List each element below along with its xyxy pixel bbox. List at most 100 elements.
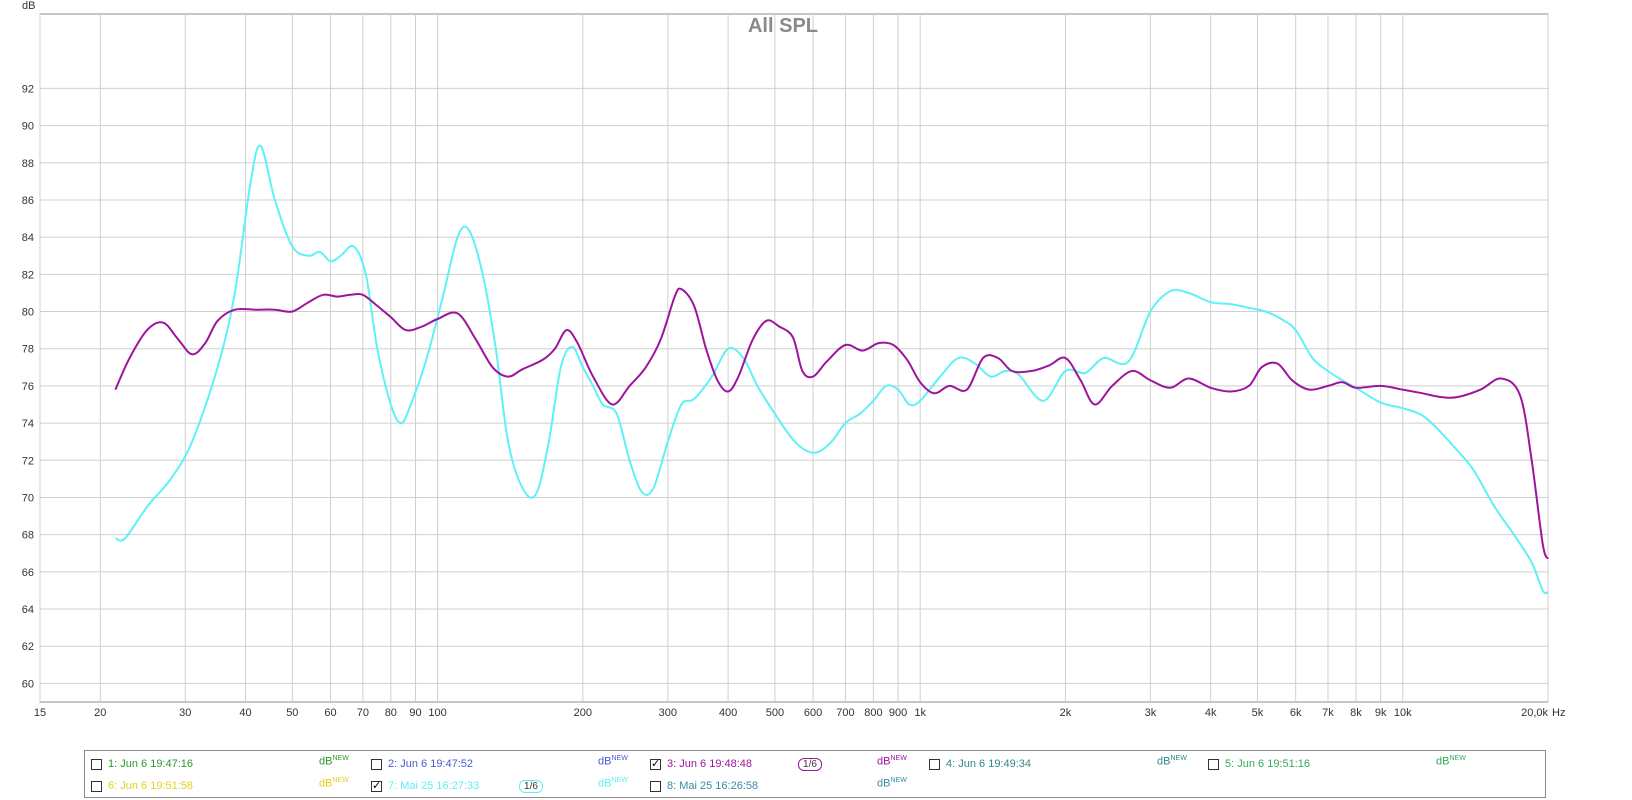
x-tick-label: 1k [914,707,926,719]
legend-checkbox[interactable] [650,780,661,792]
x-tick-label: 20 [94,707,106,719]
series-line [115,144,1549,595]
x-tick-label: 15 [34,707,46,719]
legend-label: 8: Mai 25 16:26:58 [667,780,759,792]
legend-unit-label[interactable]: dBNEW [1157,755,1187,768]
x-tick-label: 90 [409,707,421,719]
legend-unit-label[interactable]: dBNEW [877,777,907,790]
legend-checkbox[interactable] [929,758,940,770]
legend-checkbox[interactable] [371,758,382,770]
y-tick-label: 82 [22,269,34,281]
legend-smoothing-control[interactable]: 1/6 [514,779,548,793]
x-tick-label: 100 [428,707,446,719]
y-tick-label: 84 [22,232,34,244]
legend-smoothing-control[interactable]: 1/6 [793,757,827,771]
legend-unit-super: NEW [611,777,628,784]
y-tick-label: 92 [22,83,34,95]
legend-checkbox[interactable] [650,757,661,770]
legend-item[interactable]: 5: Jun 6 19:51:16 [1208,756,1310,772]
y-axis: 60 62 64 66 68 70 72 74 76 78 80 82 84 86 88 90 92 [22,83,34,690]
x-tick-label: 600 [804,707,822,719]
x-tick-label: 800 [864,707,882,719]
y-tick-label: 86 [22,195,34,207]
legend-unit-label[interactable]: dBNEW [598,777,628,790]
y-tick-label: 72 [22,455,34,467]
y-tick-label: 68 [22,530,34,542]
legend-item[interactable]: 3: Jun 6 19:48:48 [650,756,752,772]
y-tick-label: 70 [22,492,34,504]
legend-item[interactable]: 2: Jun 6 19:47:52 [371,756,473,772]
x-tick-label: 200 [574,707,592,719]
legend-item[interactable]: 6: Jun 6 19:51:58 [91,778,193,794]
legend-checkbox[interactable] [371,779,382,792]
x-tick-label: 4k [1205,707,1217,719]
x-tick-label: 10k [1394,707,1412,719]
legend-label: 1: Jun 6 19:47:16 [108,758,194,770]
x-tick-label: 20,0k [1521,707,1548,719]
legend-label: 7: Mai 25 16:27:33 [388,780,480,792]
y-tick-label: 80 [22,307,34,319]
x-tick-label: 40 [239,707,251,719]
y-tick-label: 64 [22,604,34,616]
legend-unit-super: NEW [890,755,907,762]
y-tick-label: 74 [22,418,34,430]
series-group [114,144,1549,595]
x-tick-label: 400 [719,707,737,719]
x-tick-label: 7k [1322,707,1334,719]
legend-label: 2: Jun 6 19:47:52 [388,758,474,770]
x-axis: 15 20 30 40 50 60 70 80 90 100 200 300 400 500 600 700 8… [34,707,1549,719]
y-tick-label: 60 [22,678,34,690]
x-tick-label: 3k [1145,707,1157,719]
x-tick-label: 9k [1375,707,1387,719]
legend-unit-super: NEW [1170,755,1187,762]
legend-unit-super: NEW [332,777,349,784]
plot-area [39,13,1549,703]
x-tick-label: 30 [179,707,191,719]
legend-unit-label[interactable]: dBNEW [877,755,907,768]
x-tick-label: 70 [357,707,369,719]
x-tick-label: 80 [385,707,397,719]
legend-checkbox[interactable] [91,758,102,770]
spl-chart: 60 62 64 66 68 70 72 74 76 78 80 82 84 86 88 90 92 15 20 3… [22,0,1566,719]
x-axis-unit: Hz [1552,707,1565,719]
x-tick-label: 700 [836,707,854,719]
x-tick-label: 6k [1290,707,1302,719]
legend-smoothing-label: 1/6 [798,757,822,771]
x-tick-label: 60 [324,707,336,719]
x-tick-label: 5k [1252,707,1264,719]
legend-label: 3: Jun 6 19:48:48 [667,758,753,770]
legend: 1: Jun 6 19:47:16 dBNEW 2: Jun 6 19:47:52 d… [84,750,1546,798]
legend-smoothing-label: 1/6 [519,779,543,793]
y-tick-label: 66 [22,567,34,579]
legend-unit-label[interactable]: dBNEW [319,777,349,790]
y-tick-label: 90 [22,121,34,133]
legend-unit-super: NEW [611,755,628,762]
x-tick-label: 900 [889,707,907,719]
legend-checkbox[interactable] [91,780,102,792]
x-tick-label: 300 [659,707,677,719]
legend-unit-super: NEW [890,777,907,784]
legend-item[interactable]: 1: Jun 6 19:47:16 [91,756,193,772]
legend-item[interactable]: 7: Mai 25 16:27:33 [371,778,479,794]
x-tick-label: 2k [1060,707,1072,719]
y-tick-label: 62 [22,641,34,653]
legend-unit-label[interactable]: dBNEW [1436,755,1466,768]
legend-item[interactable]: 4: Jun 6 19:49:34 [929,756,1031,772]
x-tick-label: 50 [286,707,298,719]
y-axis-label: dB [22,0,35,12]
y-tick-label: 78 [22,344,34,356]
legend-unit-super: NEW [332,755,349,762]
legend-item[interactable]: 8: Mai 25 16:26:58 [650,778,758,794]
legend-checkbox[interactable] [1208,758,1219,770]
y-tick-label: 88 [22,158,34,170]
legend-unit-label[interactable]: dBNEW [598,755,628,768]
legend-label: 4: Jun 6 19:49:34 [946,758,1032,770]
legend-label: 6: Jun 6 19:51:58 [108,780,194,792]
chart-title: All SPL [748,15,818,37]
legend-unit-label[interactable]: dBNEW [319,755,349,768]
x-tick-label: 8k [1350,707,1362,719]
y-tick-label: 76 [22,381,34,393]
series-line [114,287,1549,560]
legend-unit-super: NEW [1449,755,1466,762]
x-tick-label: 500 [766,707,784,719]
